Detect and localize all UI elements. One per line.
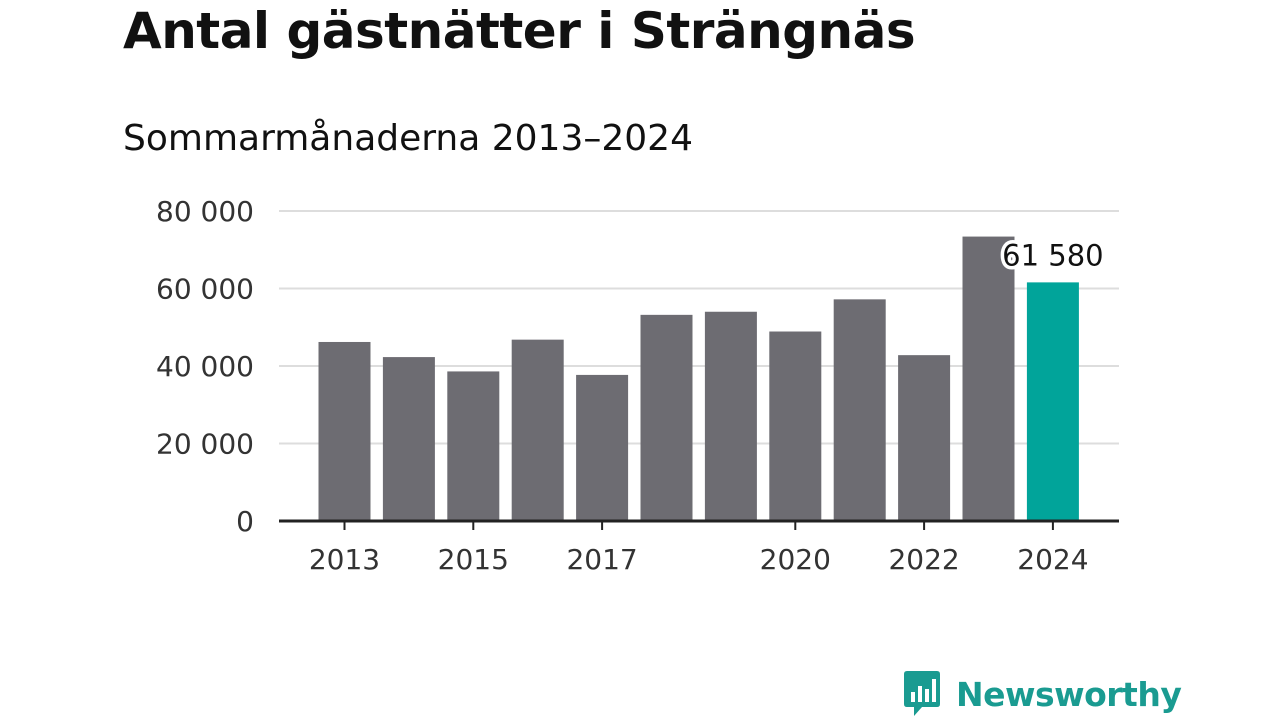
data-label-2024: 61 580: [1002, 238, 1103, 272]
bar-2018: [640, 314, 693, 521]
chart-title: Antal gästnätter i Strängnäs: [123, 2, 916, 60]
newsworthy-logo: Newsworthy: [902, 670, 1182, 718]
x-tick-label: 2013: [309, 543, 380, 576]
newsworthy-bar-chart-icon: [904, 671, 940, 716]
bar-2024: [1026, 282, 1079, 521]
bar-2016: [511, 339, 564, 521]
bar-2015: [447, 371, 500, 521]
y-tick-label: 80 000: [156, 195, 254, 228]
y-tick-label: 40 000: [156, 350, 254, 383]
x-tick-label: 2015: [438, 543, 509, 576]
brand-name: Newsworthy: [956, 674, 1182, 714]
bar-2019: [704, 311, 757, 521]
bar-2013: [318, 341, 371, 521]
x-tick-label: 2022: [888, 543, 959, 576]
y-tick-label: 20 000: [156, 428, 254, 461]
x-axis: 2013 2015 2017 2020 2022 2024: [279, 519, 1119, 576]
x-tick-label: 2020: [760, 543, 831, 576]
x-tick-label: 2024: [1017, 543, 1088, 576]
bar-2014: [382, 357, 435, 521]
chart-subtitle: Sommarmånaderna 2013–2024: [123, 118, 693, 159]
bar-2017: [576, 374, 629, 521]
y-axis-ticks: 0 20 000 40 000 60 000 80 000: [156, 195, 254, 538]
y-tick-label: 0: [236, 505, 254, 538]
bar-2022: [898, 355, 951, 521]
x-tick-label: 2017: [566, 543, 637, 576]
bars: [318, 236, 1079, 521]
bar-2020: [769, 331, 822, 521]
data-labels: 61 580: [999, 235, 1107, 276]
y-tick-label: 60 000: [156, 273, 254, 306]
bar-2023: [962, 236, 1015, 521]
bar-2021: [833, 299, 886, 521]
